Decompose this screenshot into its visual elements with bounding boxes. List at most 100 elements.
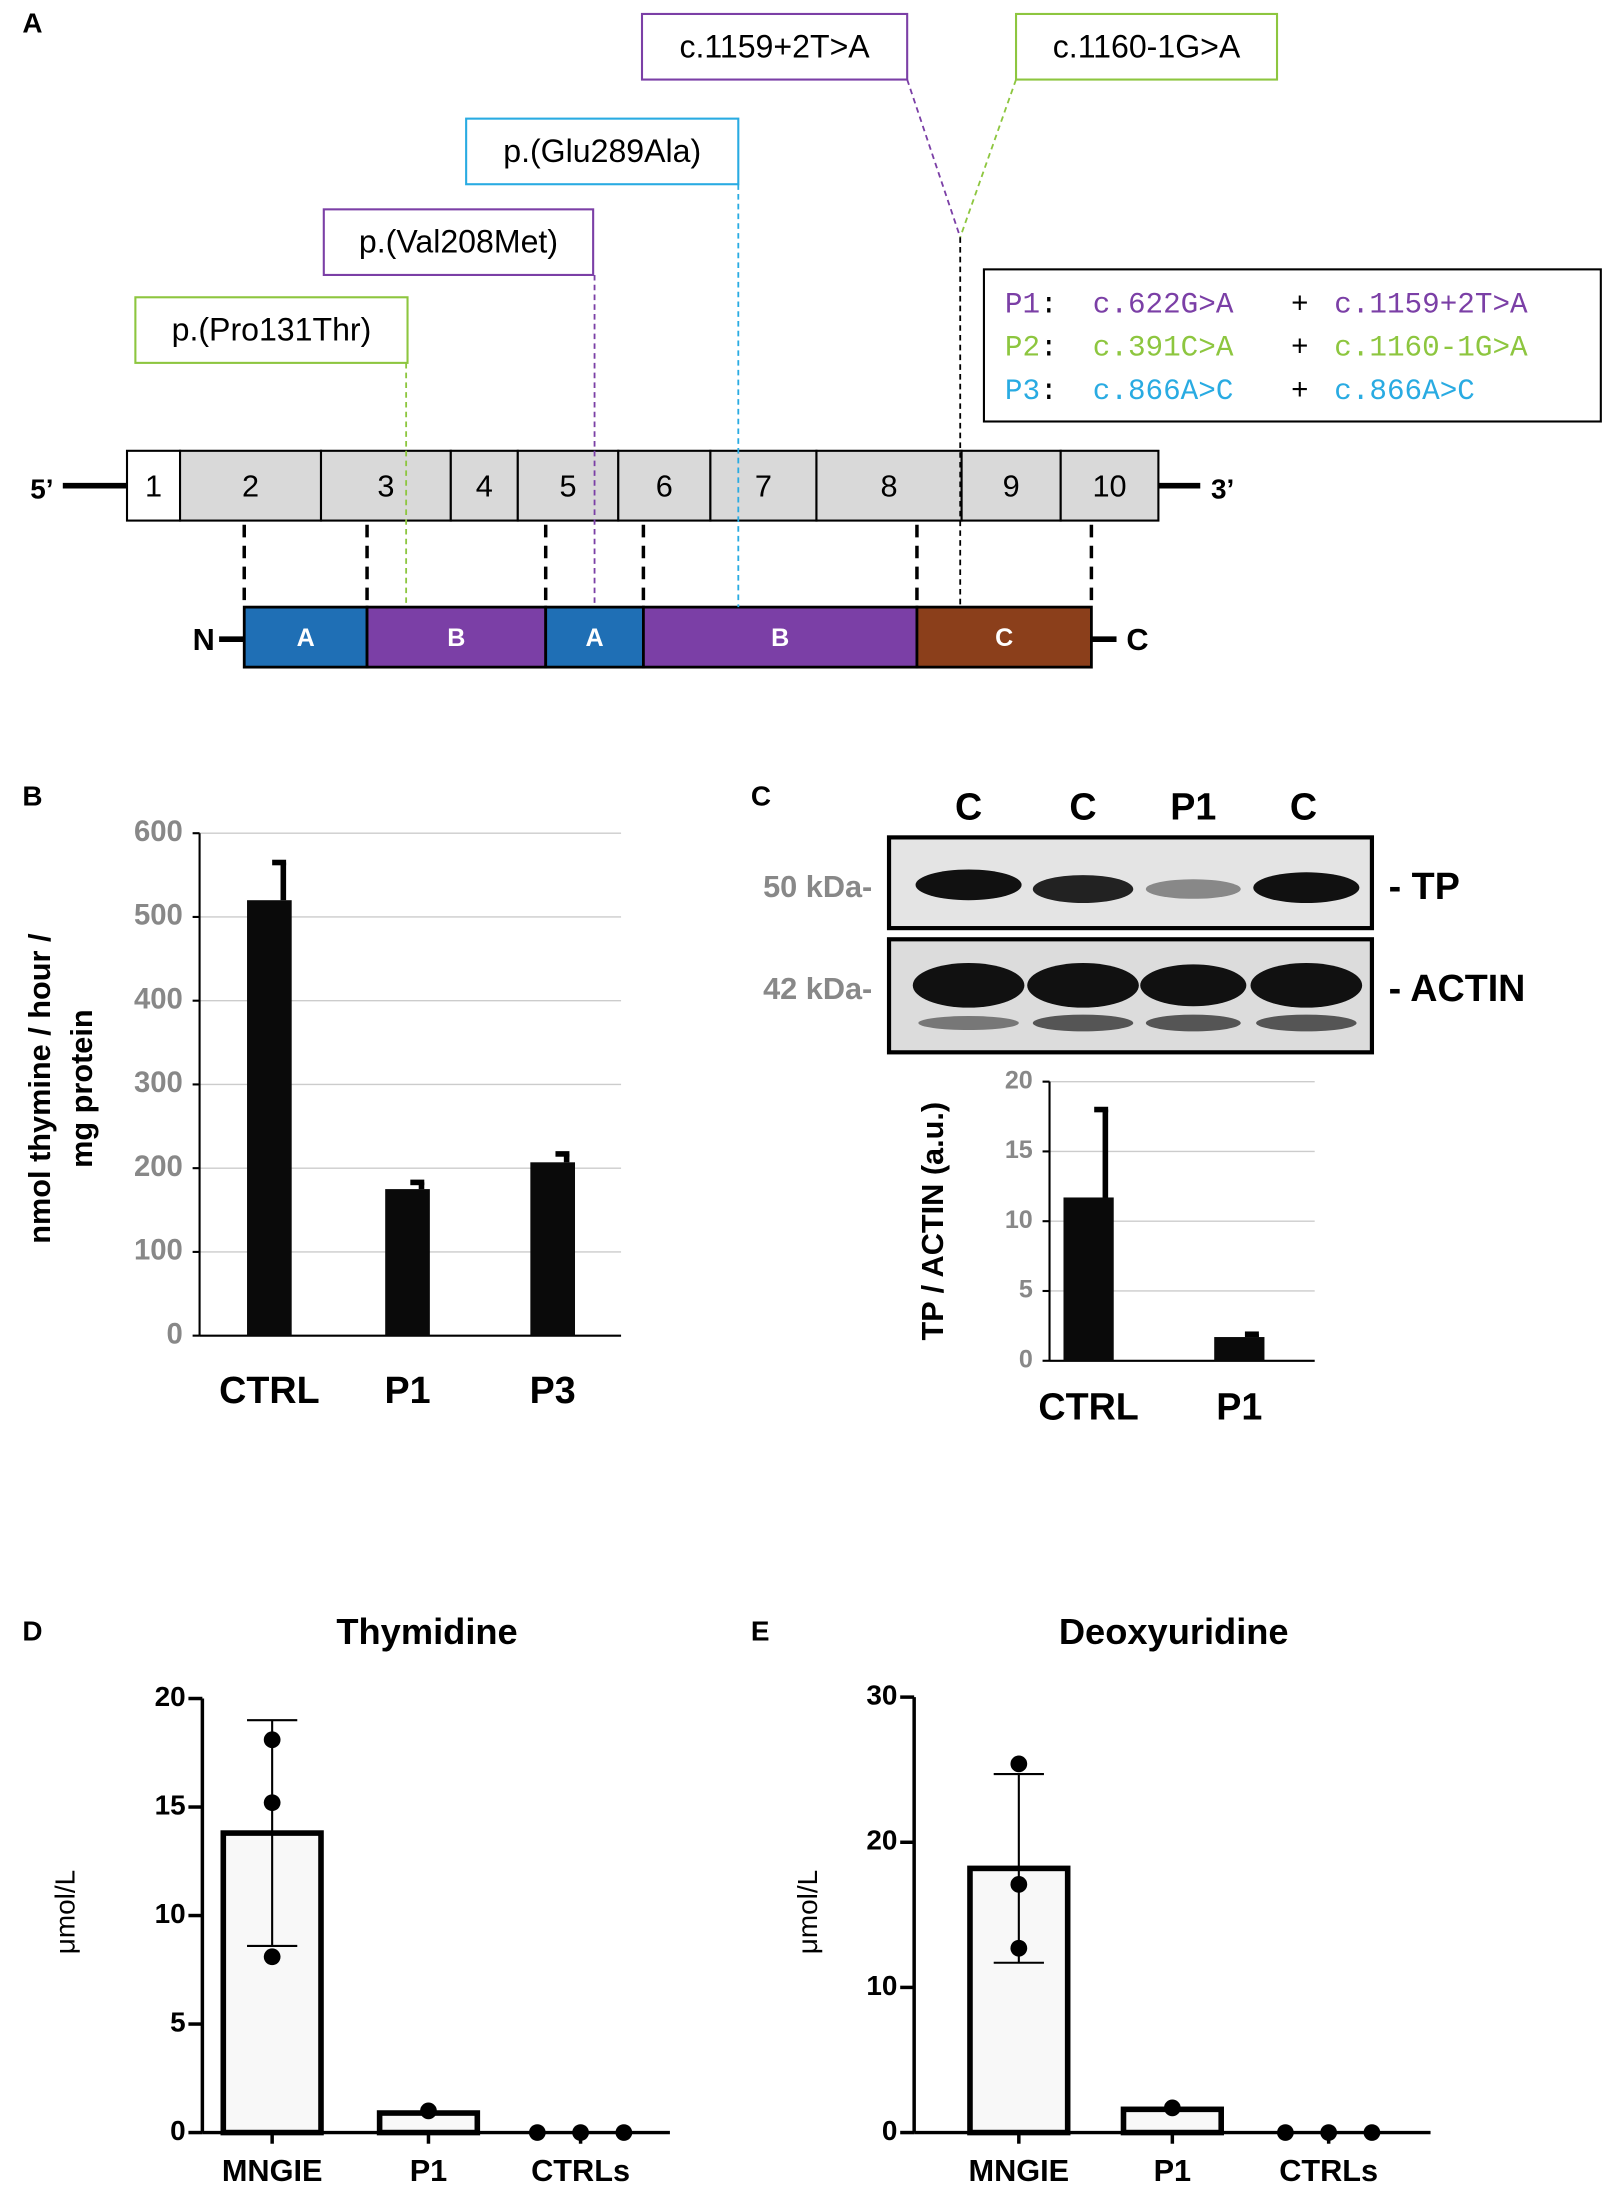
band-label: - ACTIN — [1389, 967, 1526, 1009]
exon-label: 7 — [755, 469, 772, 504]
exon-label: 8 — [880, 469, 897, 504]
y-tick-label: 200 — [134, 1150, 183, 1183]
x-tick-label: P3 — [530, 1369, 576, 1411]
exon-label: 4 — [476, 469, 493, 504]
data-point — [1163, 2099, 1181, 2117]
data-point — [1010, 1939, 1028, 1957]
variant-label: c.1159+2T>A — [679, 28, 870, 64]
three-prime: 3’ — [1211, 474, 1234, 505]
variant-box — [322, 208, 595, 276]
western-blot — [886, 835, 1375, 1055]
domain — [915, 605, 1093, 669]
bar — [385, 1189, 430, 1336]
data-point — [1010, 1875, 1028, 1893]
variant-box — [134, 296, 409, 364]
domain — [642, 605, 919, 669]
exon-label: 6 — [656, 469, 673, 504]
data-point — [1320, 2124, 1338, 2141]
x-tick-label: P1 — [1154, 2153, 1192, 2187]
n-term: N — [193, 622, 215, 657]
lane-label: P1 — [1170, 785, 1216, 827]
x-tick-label: CTRLs — [1279, 2153, 1378, 2187]
chart-title: Thymidine — [336, 1611, 517, 1652]
variant-label: p.(Glu289Ala) — [503, 133, 701, 169]
exon-label: 10 — [1092, 469, 1126, 504]
y-tick-label: 300 — [134, 1066, 183, 1099]
y-tick-label: 15 — [155, 1789, 186, 1820]
bar — [247, 900, 292, 1336]
exon — [709, 449, 818, 522]
y-axis-label: μmol/L — [49, 1870, 80, 1954]
bar — [1214, 1337, 1265, 1361]
genotype-box — [982, 268, 1602, 423]
error-bar — [993, 1773, 1044, 1964]
x-tick-label: P1 — [1216, 1386, 1262, 1428]
bar — [1063, 1197, 1114, 1361]
genotype-row: P1: c.622G>A + c.1159+2T>A — [1005, 288, 1528, 321]
y-axis-label: TP / ACTIN (a.u.) — [915, 1102, 950, 1341]
c-term: C — [1126, 622, 1148, 657]
exon — [960, 449, 1062, 522]
x-tick-label: MNGIE — [222, 2153, 323, 2187]
exon — [1059, 449, 1160, 522]
data-point — [263, 1948, 281, 1966]
data-point — [1010, 1755, 1028, 1773]
y-tick-label: 0 — [1019, 1345, 1033, 1373]
y-tick-label: 5 — [1019, 1276, 1033, 1304]
y-tick-label: 600 — [134, 815, 183, 848]
genotype-part: P1 — [1005, 288, 1040, 321]
y-tick-label: 10 — [155, 1898, 186, 1929]
genotype-part: c.622G>A — [1093, 288, 1234, 321]
data-point — [420, 2102, 437, 2120]
marker-label: 50 kDa- — [763, 869, 872, 904]
panel-label: C — [751, 781, 771, 812]
y-axis-label: nmol thymine / hour / — [22, 933, 57, 1244]
y-tick-label: 0 — [882, 2115, 898, 2146]
band — [1140, 964, 1247, 1007]
x-tick-label: CTRL — [219, 1369, 319, 1411]
band — [915, 869, 1022, 901]
genotype-row: P2: c.391C>A + c.1160-1G>A — [1005, 331, 1528, 364]
y-tick-label: 0 — [170, 2115, 186, 2146]
domain-label: B — [771, 624, 789, 652]
exon-label: 1 — [145, 469, 162, 504]
band — [1145, 1014, 1241, 1032]
y-tick-label: 0 — [167, 1317, 183, 1350]
lane-label: C — [1290, 785, 1317, 827]
band-label: - TP — [1389, 865, 1460, 907]
variant-line — [959, 79, 1017, 238]
domain — [242, 605, 369, 669]
exon-label: 2 — [242, 469, 259, 504]
y-tick-label: 30 — [866, 1679, 897, 1710]
marker-label: 42 kDa- — [763, 971, 872, 1006]
genotype-part: : — [1040, 331, 1058, 364]
x-tick-label: CTRL — [1038, 1386, 1138, 1428]
y-tick-label: 20 — [155, 1681, 186, 1712]
band — [1027, 963, 1139, 1008]
genotype-row: P3: c.866A>C + c.866A>C — [1005, 375, 1475, 408]
y-tick-label: 10 — [866, 1970, 897, 2001]
lane-label: C — [955, 785, 982, 827]
data-point — [263, 1794, 281, 1812]
exon — [319, 449, 452, 522]
error-bar — [247, 1719, 298, 1947]
data-point — [572, 2124, 589, 2141]
genotype-part: P2 — [1005, 331, 1040, 364]
genotype-part: + — [1291, 331, 1309, 364]
y-tick-label: 100 — [134, 1234, 183, 1267]
band — [1032, 875, 1134, 903]
x-tick-label: P1 — [384, 1369, 430, 1411]
genotype-part: c.866A>C — [1334, 375, 1475, 408]
band — [1145, 879, 1241, 899]
data-point — [615, 2124, 633, 2141]
genotype-part: + — [1291, 375, 1309, 408]
genotype-part: : — [1040, 288, 1058, 321]
domain-label: C — [995, 624, 1013, 652]
error-bar — [1094, 1106, 1109, 1198]
data-point — [263, 1731, 281, 1749]
panel-label: D — [22, 1615, 42, 1646]
genotype-part: c.391C>A — [1093, 331, 1234, 364]
genotype-part: : — [1040, 375, 1058, 408]
data-point — [528, 2124, 546, 2141]
